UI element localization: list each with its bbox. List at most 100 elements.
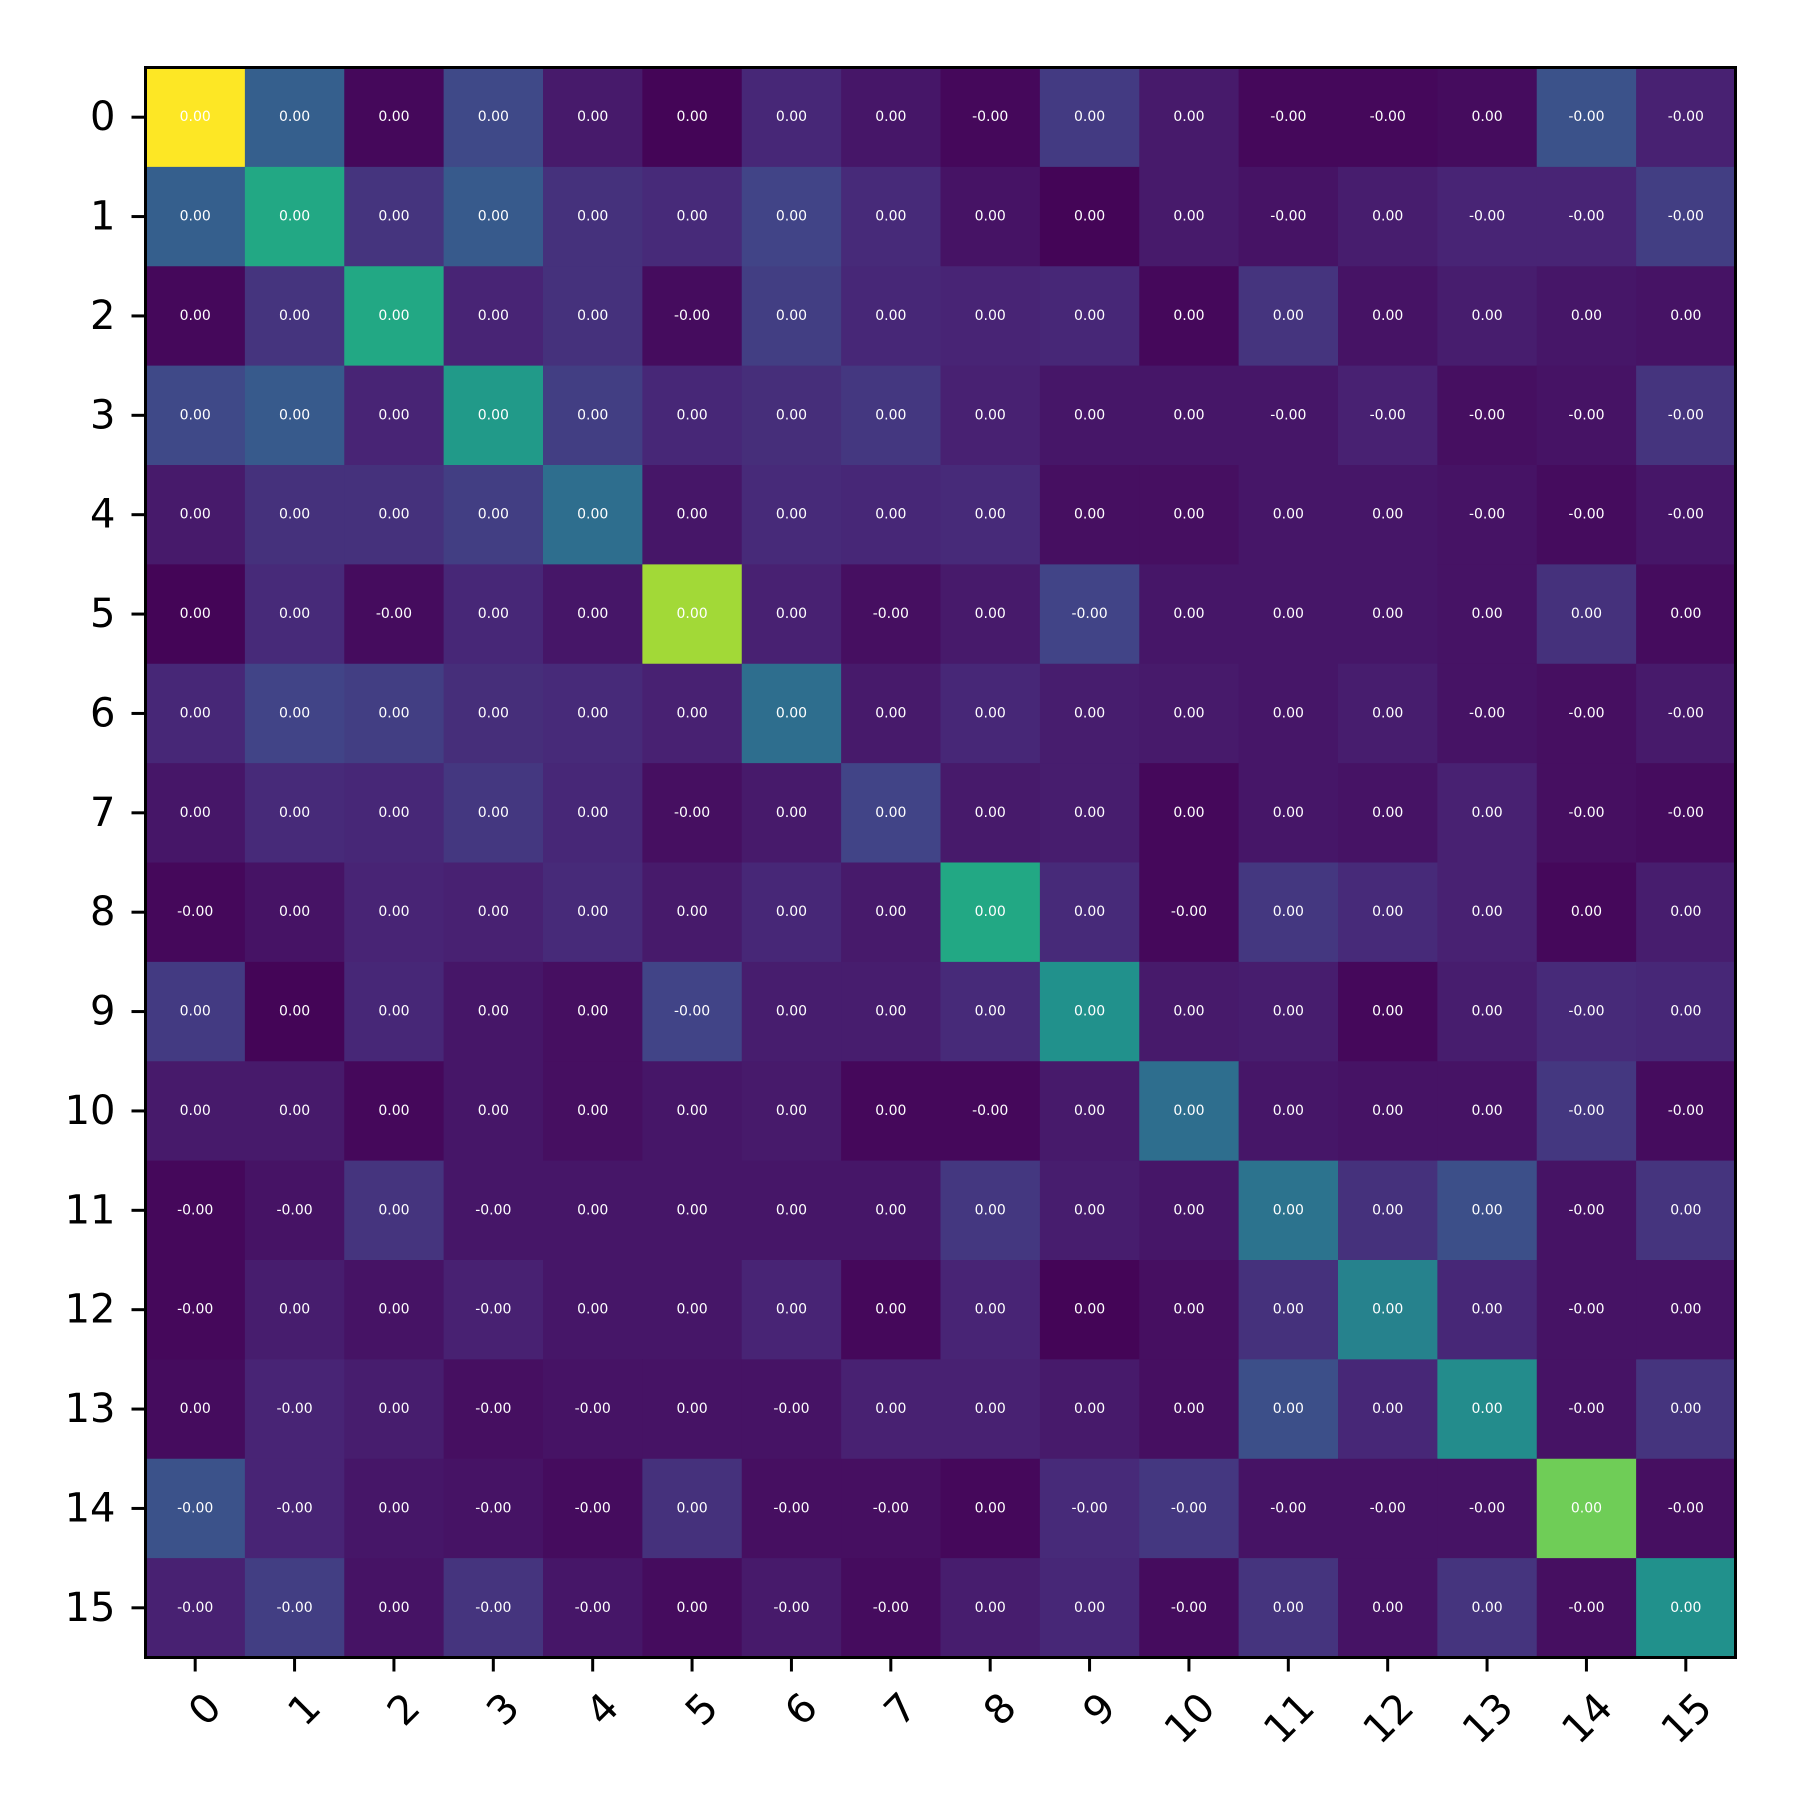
cell-annotation-r5-c10: 0.00 [1173, 606, 1204, 622]
heatmap-cell-r0-c15 [1636, 67, 1736, 168]
heatmap-cell-r11-c11 [1238, 1160, 1339, 1261]
cell-annotation-r6-c2: 0.00 [378, 705, 409, 721]
cell-annotation-r3-c14: -0.00 [1568, 407, 1604, 423]
y-tick-label-4: 4 [90, 492, 115, 538]
cell-annotation-r11-c10: 0.00 [1173, 1202, 1204, 1218]
heatmap-cell-r6-c12 [1338, 663, 1438, 764]
heatmap-cell-r14-c15 [1636, 1458, 1736, 1559]
cell-annotation-r5-c3: 0.00 [478, 606, 509, 622]
cell-annotation-r0-c2: 0.00 [378, 109, 409, 125]
cell-annotation-r8-c2: 0.00 [378, 904, 409, 920]
cell-annotation-r4-c7: 0.00 [875, 507, 906, 523]
heatmap-cell-r9-c2 [344, 961, 445, 1062]
heatmap-cell-r0-c1 [244, 67, 345, 168]
heatmap-cell-r9-c5 [642, 961, 743, 1062]
cell-annotation-r7-c3: 0.00 [478, 805, 509, 821]
heatmap-cell-r1-c7 [841, 166, 941, 267]
heatmap-cell-r0-c10 [1139, 67, 1240, 168]
heatmap-cell-r7-c8 [940, 763, 1041, 863]
heatmap-cell-r15-c8 [940, 1558, 1041, 1658]
heatmap-cell-r14-c7 [841, 1458, 941, 1559]
heatmap-cell-r14-c11 [1238, 1458, 1339, 1559]
cell-annotation-r7-c7: 0.00 [875, 805, 906, 821]
cell-annotation-r0-c1: 0.00 [279, 109, 310, 125]
cell-annotation-r11-c0: -0.00 [177, 1202, 213, 1218]
heatmap-cell-r11-c10 [1139, 1160, 1240, 1261]
y-tick-label-0: 0 [90, 94, 115, 140]
heatmap-cell-r14-c2 [344, 1458, 445, 1559]
heatmap-cell-r4-c14 [1536, 465, 1637, 565]
cell-annotation-r13-c9: 0.00 [1074, 1401, 1105, 1417]
cell-annotation-r12-c1: 0.00 [279, 1302, 310, 1318]
cell-annotation-r12-c0: -0.00 [177, 1302, 213, 1318]
heatmap-cell-r13-c10 [1139, 1359, 1240, 1460]
cell-annotation-r9-c8: 0.00 [975, 1004, 1006, 1020]
cell-annotation-r13-c5: 0.00 [676, 1401, 707, 1417]
heatmap-cell-r8-c2 [344, 862, 445, 963]
cell-annotation-r0-c5: 0.00 [676, 109, 707, 125]
cell-annotation-r1-c8: 0.00 [975, 209, 1006, 225]
heatmap-cell-r3-c3 [443, 365, 544, 466]
y-tick-label-12: 12 [65, 1287, 116, 1333]
cell-annotation-r9-c4: 0.00 [577, 1004, 608, 1020]
cell-annotation-r12-c14: -0.00 [1568, 1302, 1604, 1318]
heatmap-cell-r2-c11 [1238, 266, 1339, 367]
heatmap-cell-r9-c11 [1238, 961, 1339, 1062]
cell-annotation-r10-c5: 0.00 [676, 1103, 707, 1119]
cell-annotation-r1-c9: 0.00 [1074, 209, 1105, 225]
heatmap-cell-r3-c1 [244, 365, 345, 466]
heatmap-cell-r8-c1 [244, 862, 345, 963]
cell-annotation-r8-c5: 0.00 [676, 904, 707, 920]
cell-annotation-r14-c4: -0.00 [575, 1500, 611, 1516]
heatmap-cell-r13-c13 [1437, 1359, 1538, 1460]
heatmap-cell-r0-c3 [443, 67, 544, 168]
heatmap-cell-r5-c6 [741, 564, 842, 665]
cell-annotation-r1-c4: 0.00 [577, 209, 608, 225]
heatmap-cell-r1-c3 [443, 166, 544, 267]
y-tick-label-11: 11 [65, 1187, 116, 1233]
heatmap-cell-r4-c5 [642, 465, 743, 565]
heatmap-cell-r0-c7 [841, 67, 941, 168]
cell-annotation-r10-c15: -0.00 [1668, 1103, 1704, 1119]
cell-annotation-r9-c12: 0.00 [1372, 1004, 1403, 1020]
x-tick-label-10: 10 [1156, 1684, 1225, 1753]
heatmap-cell-r10-c15 [1636, 1061, 1736, 1162]
heatmap-cell-r2-c4 [543, 266, 643, 367]
cell-annotation-r9-c1: 0.00 [279, 1004, 310, 1020]
x-tick-label-8: 8 [975, 1684, 1026, 1735]
cell-annotation-r3-c8: 0.00 [975, 407, 1006, 423]
heatmap-cell-r12-c13 [1437, 1260, 1538, 1360]
cell-annotation-r2-c4: 0.00 [577, 308, 608, 324]
cell-annotation-r14-c2: 0.00 [378, 1500, 409, 1516]
cell-annotation-r14-c5: 0.00 [676, 1500, 707, 1516]
heatmap-cell-r7-c14 [1536, 763, 1637, 863]
heatmap-cell-r15-c10 [1139, 1558, 1240, 1658]
plot-frame [144, 66, 1737, 1659]
cell-annotation-r8-c3: 0.00 [478, 904, 509, 920]
cell-annotation-r0-c3: 0.00 [478, 109, 509, 125]
cell-annotation-r15-c3: -0.00 [475, 1600, 511, 1616]
heatmap-cell-r10-c8 [940, 1061, 1041, 1162]
y-tick-label-14: 14 [65, 1485, 116, 1531]
heatmap-cell-r10-c11 [1238, 1061, 1339, 1162]
heatmap-cell-r0-c14 [1536, 67, 1637, 168]
cell-annotation-r6-c12: 0.00 [1372, 705, 1403, 721]
cell-annotation-r13-c6: -0.00 [773, 1401, 809, 1417]
cell-annotation-r4-c9: 0.00 [1074, 507, 1105, 523]
cell-annotation-r2-c3: 0.00 [478, 308, 509, 324]
cell-annotation-r1-c7: 0.00 [875, 209, 906, 225]
heatmap-cell-r15-c7 [841, 1558, 941, 1658]
heatmap-cell-r5-c11 [1238, 564, 1339, 665]
cell-annotation-r12-c8: 0.00 [975, 1302, 1006, 1318]
heatmap-cell-r10-c5 [642, 1061, 743, 1162]
cell-annotation-r4-c15: -0.00 [1668, 507, 1704, 523]
heatmap-cell-r9-c10 [1139, 961, 1240, 1062]
cell-annotation-r1-c2: 0.00 [378, 209, 409, 225]
cell-annotation-r1-c14: -0.00 [1568, 209, 1604, 225]
cell-annotation-r8-c15: 0.00 [1670, 904, 1701, 920]
cell-annotation-r15-c6: -0.00 [773, 1600, 809, 1616]
cell-annotation-r0-c13: 0.00 [1471, 109, 1502, 125]
heatmap-cell-r1-c10 [1139, 166, 1240, 267]
cell-annotation-r12-c3: -0.00 [475, 1302, 511, 1318]
